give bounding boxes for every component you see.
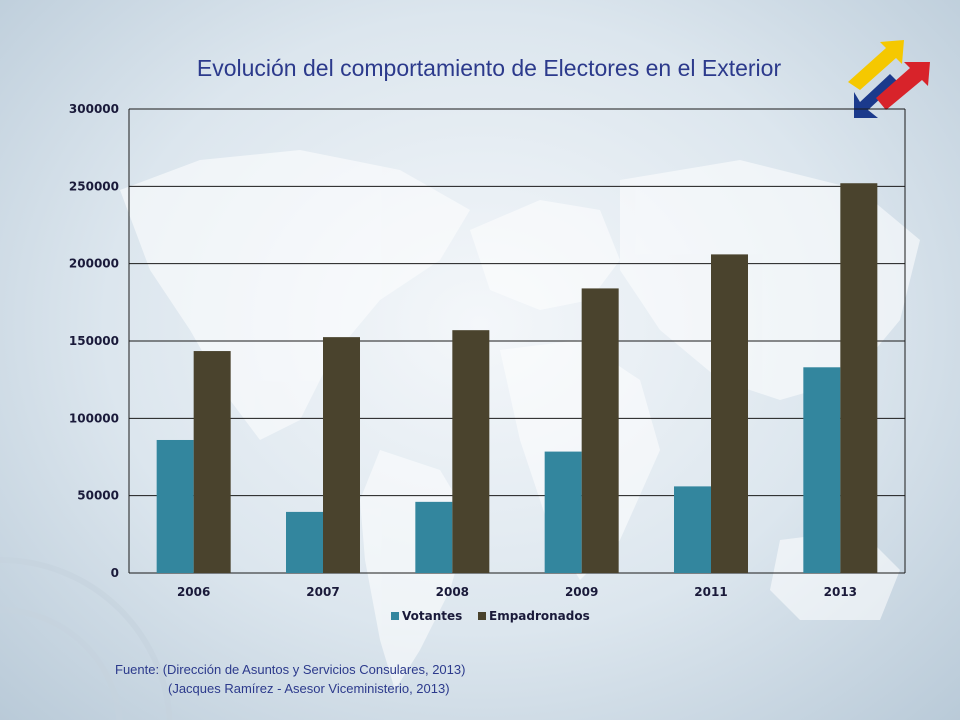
y-tick-labels: 0 50000 100000 150000 200000 250000 300000 xyxy=(69,102,119,580)
y-tick-250000: 250000 xyxy=(69,179,119,193)
legend: Votantes Empadronados xyxy=(391,609,590,623)
axes xyxy=(128,109,906,573)
bars xyxy=(156,183,878,574)
legend-label-votantes: Votantes xyxy=(402,609,462,623)
legend-swatch-votantes xyxy=(391,612,399,620)
bar-votantes-2007 xyxy=(286,511,323,573)
source-line-1: Fuente: (Dirección de Asuntos y Servicio… xyxy=(115,662,466,677)
bar-votantes-2009 xyxy=(544,451,582,573)
y-tick-150000: 150000 xyxy=(69,334,119,348)
bar-votantes-2011 xyxy=(674,486,711,573)
arrows-logo-icon xyxy=(848,40,930,118)
north-america-shape xyxy=(120,150,470,440)
bar-votantes-2006 xyxy=(156,439,194,573)
decorative-arc-inner xyxy=(0,607,123,720)
x-tick-2009: 2009 xyxy=(565,585,598,599)
x-tick-2013: 2013 xyxy=(824,585,857,599)
source-line-2: (Jacques Ramírez - Asesor Viceministerio… xyxy=(168,681,450,696)
y-tick-200000: 200000 xyxy=(69,257,119,271)
source-note: Fuente: (Dirección de Asuntos y Servicio… xyxy=(115,660,465,698)
legend-swatch-empadronados xyxy=(478,612,486,620)
y-tick-100000: 100000 xyxy=(69,411,119,425)
y-tick-300000: 300000 xyxy=(69,102,119,116)
bar-empadronados-2006 xyxy=(193,351,231,573)
bar-empadronados-2008 xyxy=(452,330,490,573)
x-tick-2008: 2008 xyxy=(436,585,469,599)
y-tick-50000: 50000 xyxy=(77,489,119,503)
chart-title: Evolución del comportamiento de Electore… xyxy=(196,55,782,81)
legend-label-empadronados: Empadronados xyxy=(489,609,590,623)
bar-votantes-2008 xyxy=(415,501,453,573)
x-tick-labels: 2006 2007 2008 2009 2011 2013 xyxy=(177,585,857,599)
bar-empadronados-2011 xyxy=(711,254,748,574)
x-tick-2006: 2006 xyxy=(177,585,210,599)
x-tick-2007: 2007 xyxy=(306,585,339,599)
x-tick-2011: 2011 xyxy=(694,585,727,599)
bar-empadronados-2013 xyxy=(840,183,878,574)
bar-empadronados-2007 xyxy=(323,337,360,573)
y-tick-0: 0 xyxy=(111,566,119,580)
decorative-arc xyxy=(0,557,173,720)
bar-empadronados-2009 xyxy=(581,288,619,573)
europe-shape xyxy=(470,200,620,310)
bar-votantes-2013 xyxy=(803,367,841,573)
gridlines xyxy=(129,108,905,574)
